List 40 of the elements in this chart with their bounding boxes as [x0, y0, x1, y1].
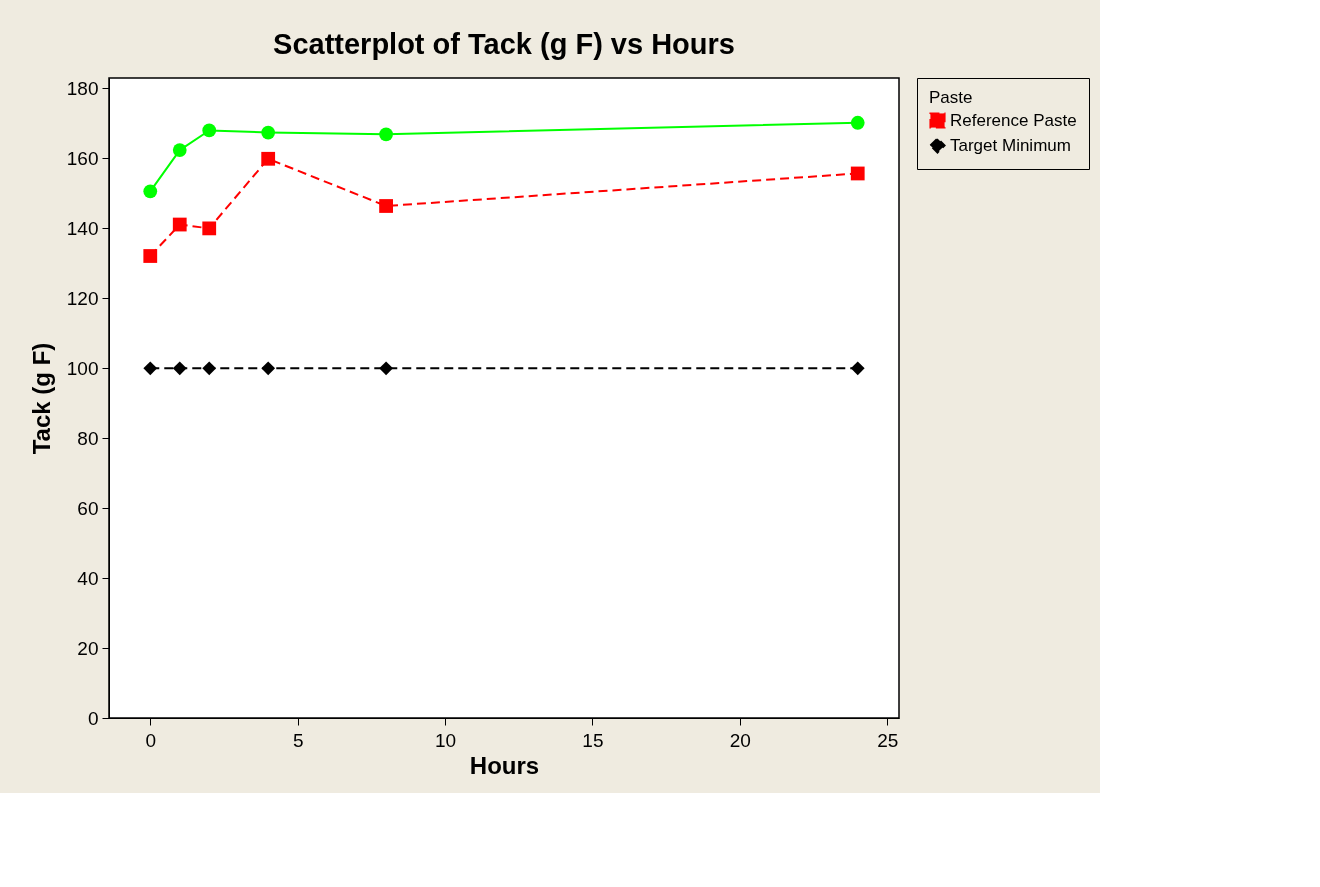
y-tick-label: 0	[87, 707, 99, 729]
point	[172, 143, 187, 157]
y-tick-label: 40	[77, 567, 99, 589]
point	[850, 166, 865, 181]
point	[202, 221, 217, 236]
point	[261, 125, 276, 140]
y-tick-label: 140	[66, 217, 99, 239]
point	[379, 361, 393, 376]
x-tick-label: 25	[877, 729, 899, 751]
x-tick-label: 15	[582, 729, 604, 751]
y-tick-label: 60	[77, 497, 99, 519]
y-tick-label: 80	[77, 427, 99, 449]
y-tick-label: 20	[77, 637, 99, 659]
y-tick-label: 120	[66, 287, 99, 309]
y-tick-label: 180	[66, 77, 99, 99]
point	[143, 249, 158, 263]
legend-title: Paste	[929, 88, 973, 107]
x-tick-label: 20	[729, 729, 751, 751]
point	[143, 361, 158, 376]
point	[379, 199, 393, 213]
point	[172, 217, 187, 232]
point	[172, 361, 187, 376]
x-axis-title: Hours	[469, 751, 540, 779]
point	[202, 361, 217, 376]
x-tick-label: 0	[145, 729, 157, 751]
point	[143, 184, 158, 199]
point	[850, 361, 865, 376]
legend-label: Reference Paste	[950, 110, 1077, 130]
point	[850, 115, 865, 130]
x-tick-label: 10	[434, 729, 457, 751]
point	[202, 123, 217, 138]
legend-label: Target Minimum	[950, 135, 1071, 155]
y-axis-title: Tack (g F)	[27, 342, 55, 455]
chart-title: Scatterplot of Tack (g F) vs Hours	[273, 27, 735, 60]
y-tick-label: 160	[66, 147, 99, 169]
point	[379, 127, 393, 142]
x-tick-label: 5	[292, 729, 304, 751]
point	[261, 151, 276, 166]
point	[261, 361, 276, 376]
y-tick-label: 100	[66, 357, 99, 379]
